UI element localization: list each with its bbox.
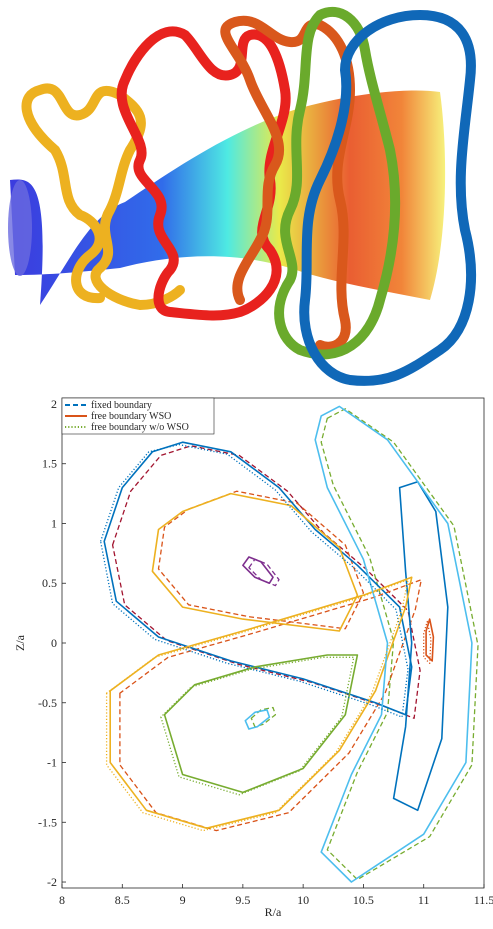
plot-frame	[61, 397, 485, 889]
x-axis-label: R/a	[265, 905, 282, 919]
contour-line	[157, 490, 365, 630]
contour-line	[320, 408, 479, 881]
y-tick-label: -0.5	[38, 696, 57, 710]
plot-area	[61, 403, 485, 888]
x-tick-label: 9.5	[235, 893, 250, 907]
contour-line	[99, 443, 409, 718]
coil	[220, 15, 356, 352]
y-tick-label: 1.5	[42, 457, 57, 471]
x-tick-label: 9	[180, 893, 186, 907]
x-tick-label: 8.5	[115, 893, 130, 907]
legend-label: fixed boundary	[91, 400, 152, 411]
legend-label: free boundary w/o WSO	[91, 422, 189, 433]
contour-line	[244, 709, 271, 730]
illustration	[8, 6, 476, 386]
y-tick-label: -1	[47, 756, 57, 770]
contour-line	[160, 656, 355, 796]
x-tick-label: 11	[418, 893, 430, 907]
coil	[299, 9, 476, 386]
contour-line	[103, 441, 413, 716]
x-tick-label: 11.5	[474, 893, 493, 907]
y-tick-label: 1	[51, 516, 57, 530]
legend-box	[61, 397, 215, 435]
coil	[21, 83, 185, 311]
y-tick-label: 0	[51, 636, 57, 650]
x-tick-label: 8	[59, 893, 65, 907]
legend-label: free boundary WSO	[91, 411, 171, 422]
contour-line	[392, 480, 449, 812]
y-axis-label: Z/a	[13, 634, 27, 651]
coil	[274, 6, 401, 360]
contour-line	[109, 576, 413, 829]
contour-line	[163, 654, 359, 794]
x-tick-label: 10.5	[353, 893, 374, 907]
tube-end	[8, 180, 32, 276]
contour-line	[105, 579, 409, 832]
contour-line	[242, 556, 274, 584]
coil	[116, 26, 291, 321]
x-tick-label: 10	[297, 893, 309, 907]
contour-line	[425, 618, 435, 662]
y-tick-label: -2	[47, 875, 57, 889]
contour-line	[314, 405, 473, 883]
contour-line	[151, 492, 359, 632]
y-tick-label: 0.5	[42, 576, 57, 590]
y-tick-label: 2	[51, 397, 57, 411]
y-tick-label: -1.5	[38, 815, 57, 829]
